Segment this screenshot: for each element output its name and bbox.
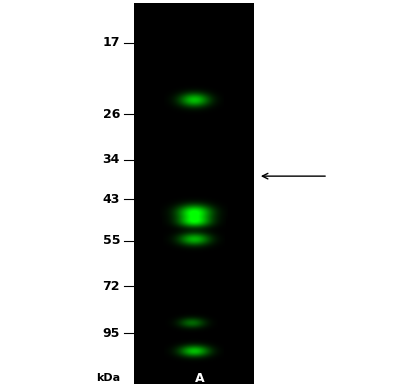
Text: 72: 72 <box>102 280 120 293</box>
Text: 34: 34 <box>103 153 120 166</box>
Text: 55: 55 <box>102 234 120 247</box>
Text: 43: 43 <box>103 193 120 206</box>
Text: kDa: kDa <box>96 373 120 383</box>
Text: 95: 95 <box>103 327 120 340</box>
Text: 26: 26 <box>103 108 120 121</box>
Text: A: A <box>195 372 205 385</box>
Text: 17: 17 <box>102 36 120 49</box>
